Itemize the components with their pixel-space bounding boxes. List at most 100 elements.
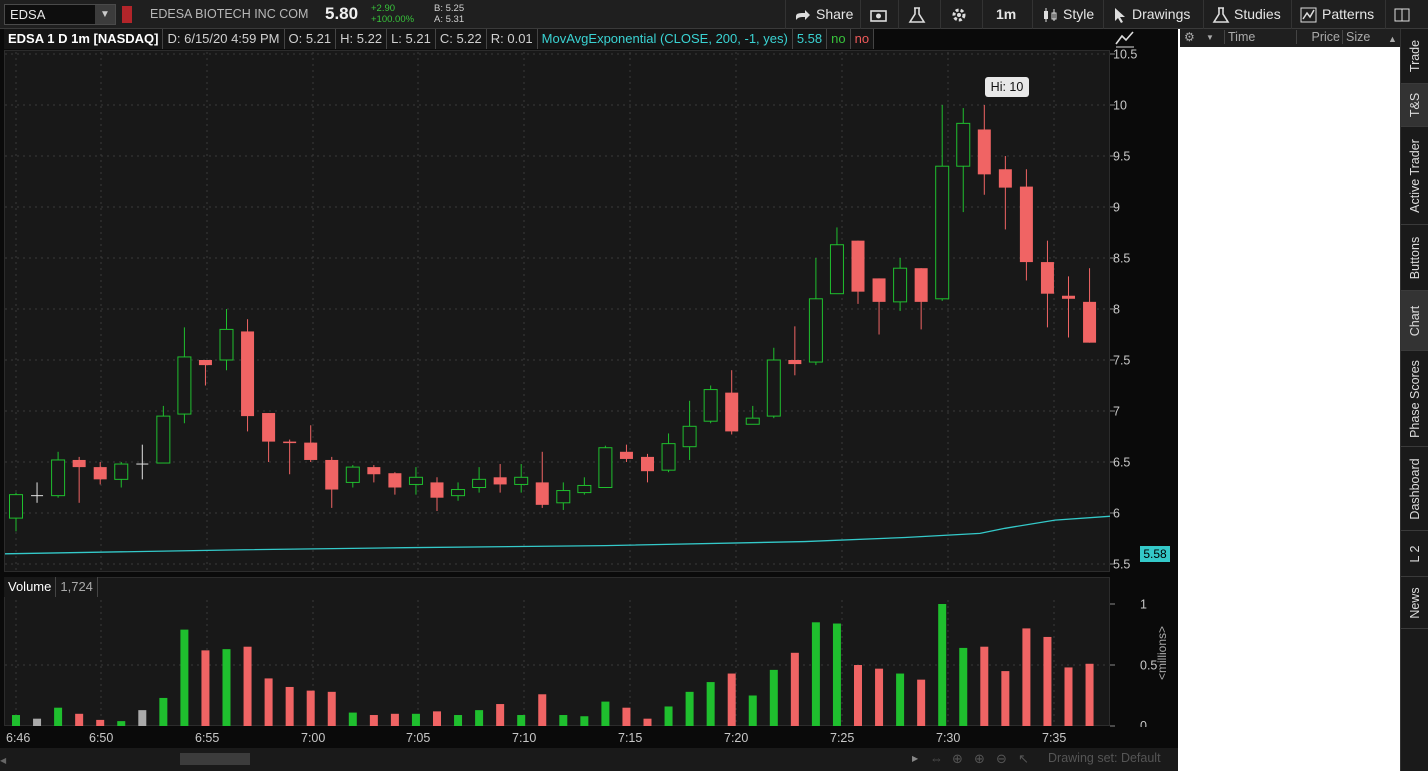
ema-study-label[interactable]: MovAvgExponential (CLOSE, 200, -1, yes)	[537, 29, 793, 49]
layout-button[interactable]	[1385, 0, 1428, 29]
style-menu[interactable]: Style	[1032, 0, 1101, 29]
volume-bar	[222, 649, 231, 726]
time-tick-label: 7:35	[1042, 731, 1066, 745]
candle-body	[1062, 295, 1075, 299]
studies-menu[interactable]: Studies	[1203, 0, 1289, 29]
candle-body	[766, 359, 781, 417]
expand-chart-icon[interactable]	[1114, 30, 1136, 48]
candle-body	[703, 389, 718, 422]
volume-bar	[454, 715, 463, 726]
volume-bar	[369, 715, 378, 726]
sidebar-tab-news[interactable]: News	[1401, 577, 1428, 629]
thinkscript-lab-button[interactable]	[898, 0, 940, 29]
scroll-left-arrow[interactable]: ◀	[0, 756, 7, 765]
candle-body	[430, 482, 444, 498]
volume-bar	[285, 686, 294, 726]
time-tick-label: 7:10	[512, 731, 536, 745]
time-tick-label: 7:25	[830, 731, 854, 745]
scroll-right-arrow[interactable]: ▶	[912, 754, 919, 763]
candle-body	[451, 489, 466, 497]
symbol-dropdown-button[interactable]: ▼	[95, 5, 115, 24]
ts-settings-icon[interactable]: ⚙	[1184, 30, 1195, 44]
price-tick-label: 6	[1113, 507, 1120, 521]
settings-button[interactable]	[940, 0, 982, 29]
screenshot-button[interactable]	[860, 0, 898, 29]
pan-icon[interactable]: ⇔	[930, 751, 943, 766]
volume-bar	[896, 673, 905, 726]
volume-bar	[1085, 663, 1094, 726]
last-price: 5.80	[325, 4, 359, 23]
volume-axis: 10.50	[1110, 577, 1157, 733]
sidebar-tab-ts[interactable]: T&S	[1401, 84, 1428, 127]
volume-bar	[433, 711, 441, 726]
flag-icon[interactable]	[122, 6, 132, 23]
candle-body	[51, 459, 66, 497]
volume-bar	[159, 697, 168, 726]
sidebar-tab-chart[interactable]: Chart	[1401, 291, 1428, 351]
sidebar-tab-trade[interactable]: Trade	[1401, 29, 1428, 84]
share-button[interactable]: Share	[785, 0, 859, 29]
scroll-thumb[interactable]	[180, 753, 250, 765]
zoom-in-icon[interactable]: ⊕	[974, 751, 985, 766]
candle-body	[408, 476, 423, 485]
patterns-icon	[1300, 7, 1317, 23]
ts-dropdown-icon[interactable]: ▼	[1206, 33, 1214, 42]
candle-body	[198, 360, 212, 366]
info-high: H: 5.22	[336, 29, 388, 49]
candle-body	[682, 425, 697, 448]
ts-col-time[interactable]: Time	[1224, 30, 1296, 44]
volume-value: 1,724	[56, 577, 98, 597]
volume-bar	[264, 678, 273, 726]
volume-bar	[201, 650, 210, 726]
price-panel[interactable]	[4, 50, 1110, 572]
chart-title: EDSA 1 D 1m [NASDAQ]	[4, 29, 164, 49]
volume-bar	[875, 668, 884, 726]
timeframe-selector[interactable]: 1m	[982, 0, 1030, 29]
patterns-menu[interactable]: Patterns	[1291, 0, 1381, 29]
volume-bar	[748, 695, 757, 726]
sidebar-tab-active-trader[interactable]: Active Trader	[1401, 127, 1428, 225]
candle-body	[998, 169, 1012, 188]
cursor-icon	[1115, 8, 1125, 24]
ts-col-price[interactable]: Price	[1296, 30, 1340, 44]
volume-bar	[811, 622, 820, 726]
volume-bar	[938, 604, 947, 726]
sidebar-tab-phase-scores[interactable]: Phase Scores	[1401, 351, 1428, 447]
candle-body	[641, 456, 654, 472]
price-tick-label: 7.5	[1113, 354, 1130, 368]
volume-bar	[180, 629, 189, 726]
sidebar-tab-dashboard[interactable]: Dashboard	[1401, 447, 1428, 531]
sidebar-tab-buttons[interactable]: Buttons	[1401, 225, 1428, 291]
candles	[9, 105, 1097, 532]
ts-scroll-icon[interactable]: ▲	[1388, 34, 1397, 44]
candle-body	[788, 360, 802, 365]
time-axis: 6:46 6:50 6:55 7:00 7:05 7:10 7:15 7:20 7:25 7:30…	[0, 727, 1178, 748]
volume-bar	[411, 713, 420, 726]
time-tick-label: 7:15	[618, 731, 642, 745]
candle-body	[177, 356, 192, 415]
zoom-reset-icon[interactable]: ↖	[1018, 751, 1029, 766]
candle-body	[619, 451, 633, 459]
time-tick-label: 7:00	[301, 731, 325, 745]
info-range: R: 0.01	[486, 29, 538, 49]
ema-200-line	[4, 515, 1114, 555]
candle-body	[1040, 262, 1054, 294]
volume-bar	[75, 713, 84, 726]
candle-body	[219, 328, 234, 361]
candle-body	[472, 478, 487, 488]
symbol-input[interactable]: EDSA	[4, 4, 116, 25]
candle-body	[977, 129, 991, 175]
zoom-out-icon[interactable]: ⊖	[996, 751, 1007, 766]
volume-axis-bg	[1110, 577, 1150, 726]
drawing-set-label[interactable]: Drawing set: Default	[1048, 751, 1161, 765]
ts-col-size[interactable]: Size	[1342, 30, 1396, 44]
horizontal-scrollbar[interactable]: ◀ ▶ ⇔ ⊕ ⊕ ⊖ ↖ Drawing set: Default	[0, 748, 1178, 771]
crosshair-icon[interactable]: ⊕	[952, 751, 963, 766]
ts-header: ⚙ ▼ Time Price Size ▲	[1180, 29, 1400, 47]
drawings-menu[interactable]: Drawings	[1103, 0, 1200, 29]
sidebar-tab-l2[interactable]: L 2	[1401, 531, 1428, 577]
candle-body	[535, 482, 549, 505]
volume-bar	[601, 701, 610, 726]
company-name: EDESA BIOTECH INC COM	[150, 7, 309, 21]
